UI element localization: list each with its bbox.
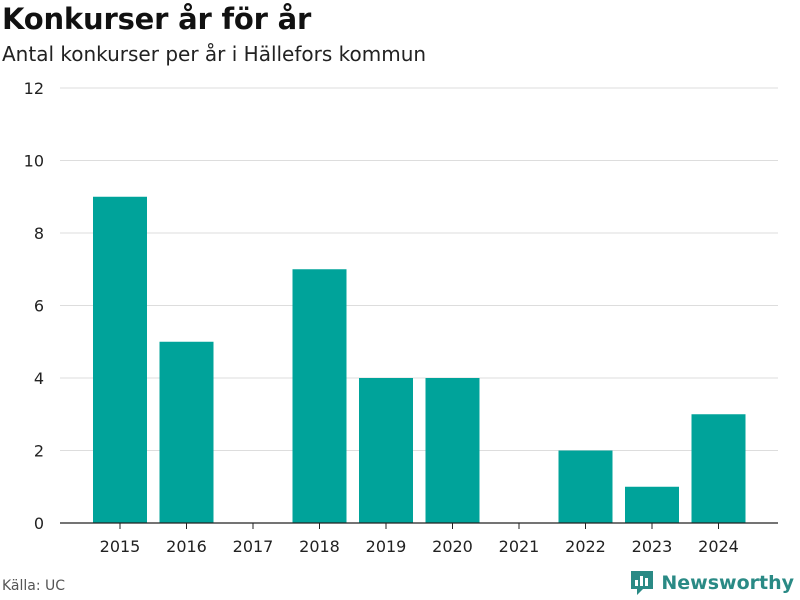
bars [93, 196, 746, 523]
x-tick-label: 2016 [166, 537, 207, 556]
source-note: Källa: UC [2, 578, 66, 594]
x-tick-label: 2024 [698, 537, 739, 556]
x-tick-label: 2021 [499, 537, 540, 556]
bar [425, 378, 480, 523]
x-tick-label: 2020 [432, 537, 473, 556]
bar [292, 269, 347, 523]
y-tick-label: 6 [34, 297, 44, 316]
x-tick-label: 2022 [565, 537, 606, 556]
brand-logo[interactable]: Newsworthy [629, 569, 794, 597]
newsworthy-logo-icon [631, 571, 654, 595]
y-tick-label: 12 [24, 79, 44, 98]
bar [159, 341, 214, 523]
y-tick-label: 8 [34, 224, 44, 243]
x-tick-label: 2023 [632, 537, 673, 556]
x-tick-label: 2017 [233, 537, 274, 556]
x-tick-label: 2018 [299, 537, 340, 556]
bar [93, 196, 147, 523]
x-tick-label: 2019 [366, 537, 407, 556]
bar [691, 414, 746, 523]
chart-title: Konkurser år för år [2, 2, 312, 36]
y-tick-label: 10 [24, 152, 44, 171]
bar [558, 450, 613, 523]
x-axis-ticks [119, 523, 719, 529]
chart-subtitle: Antal konkurser per år i Hällefors kommu… [2, 42, 427, 66]
bar [625, 486, 679, 523]
x-tick-label: 2015 [100, 537, 141, 556]
y-tick-label: 2 [34, 442, 44, 461]
y-axis-labels: 0 2 4 6 8 10 12 [24, 79, 44, 533]
bar [359, 378, 413, 523]
y-tick-label: 0 [34, 514, 44, 533]
y-tick-label: 4 [34, 369, 44, 388]
brand-name: Newsworthy [661, 572, 794, 594]
x-axis-labels: 2015 2016 2017 2018 2019 2020 2021 2022 2023 2024 [100, 537, 739, 556]
